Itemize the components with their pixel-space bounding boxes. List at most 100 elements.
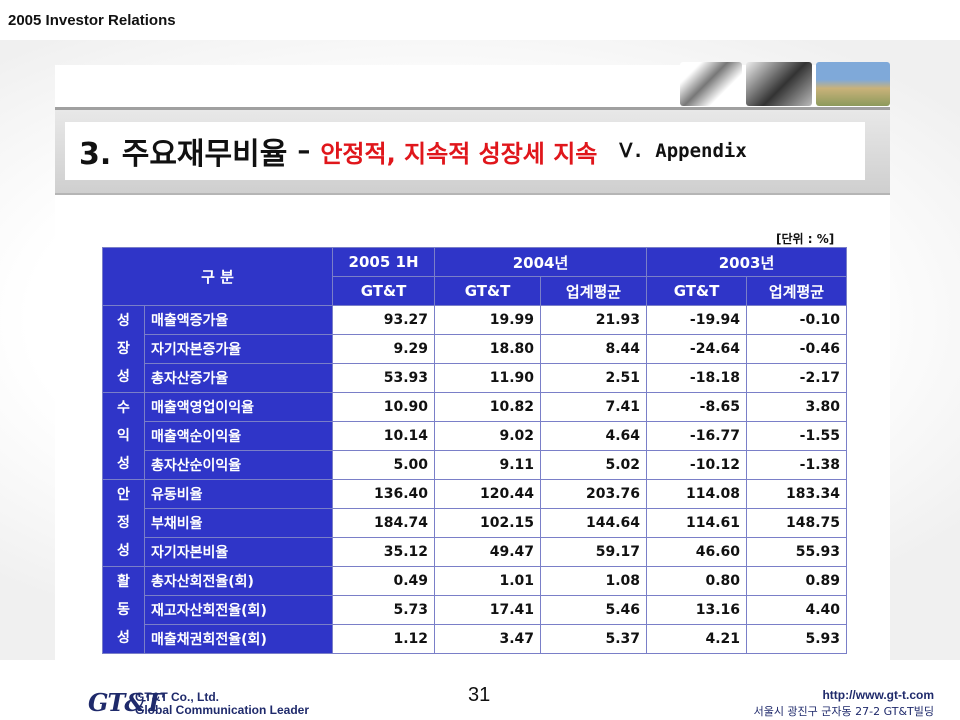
value-cell: 9.02 [434,421,542,451]
value-cell: -8.65 [646,392,748,422]
table-row: 총자산증가율 53.93 11.90 2.51 -18.18 -2.17 [103,363,848,393]
value-cell: 21.93 [540,305,648,335]
value-cell: 10.90 [332,392,436,422]
title-dash: – [297,136,311,166]
value-cell: 4.64 [540,421,648,451]
value-cell: -0.10 [746,305,848,335]
value-cell: 183.34 [746,479,848,509]
company-logo: GT&T [88,688,163,717]
value-cell: 102.15 [434,508,542,538]
company-name: GT&T Co., Ltd. [135,690,219,704]
row-label: 자기자본증가율 [143,334,334,364]
value-cell: 55.93 [746,537,848,567]
value-cell: 5.73 [332,595,436,625]
value-cell: 1.08 [540,566,648,596]
value-cell: 4.21 [646,624,748,654]
value-cell: 49.47 [434,537,542,567]
value-cell: 5.37 [540,624,648,654]
value-cell: 35.12 [332,537,436,567]
value-cell: 5.00 [332,450,436,480]
value-cell: -10.12 [646,450,748,480]
table-row: 자기자본증가율 9.29 18.80 8.44 -24.64 -0.46 [103,334,848,364]
value-cell: 114.08 [646,479,748,509]
category-cell: 활 동 성 [102,566,145,654]
value-cell: 59.17 [540,537,648,567]
value-cell: 0.80 [646,566,748,596]
table-row: 자기자본비율 35.12 49.47 59.17 46.60 55.93 [103,537,848,567]
company-address: 서울시 광진구 군자동 27-2 GT&T빌딩 [753,705,934,718]
row-label: 매출액영업이익율 [143,392,334,422]
value-cell: 184.74 [332,508,436,538]
value-cell: 203.76 [540,479,648,509]
value-cell: 46.60 [646,537,748,567]
value-cell: 13.16 [646,595,748,625]
satellite-photo [680,62,742,106]
value-cell: 1.12 [332,624,436,654]
row-label: 재고자산회전율(회) [143,595,334,625]
category-cell: 성 장 성 [102,305,145,393]
value-cell: 19.99 [434,305,542,335]
website-link[interactable]: http://www.gt-t.com [822,688,934,702]
page-title: 3. 주요재무비율 [79,137,288,172]
row-label: 총자산순이익율 [143,450,334,480]
value-cell: -24.64 [646,334,748,364]
phone-photo [746,62,812,106]
table-row: 안 정 성 유동비율 136.40 120.44 203.76 114.08 183.34 [102,479,848,567]
value-cell: -2.17 [746,363,848,393]
category-cell: 수 익 성 [102,392,145,480]
value-cell: 93.27 [332,305,436,335]
value-cell: 9.29 [332,334,436,364]
value-cell: 0.49 [332,566,436,596]
header-subcol: GT&T [646,276,748,306]
table-row: 성 장 성 매출액증가율 93.27 19.99 21.93 -19.94 -0.10 [102,305,848,393]
row-label: 부채비율 [143,508,334,538]
value-cell: -16.77 [646,421,748,451]
page-subtitle: 안정적, 지속적 성장세 지속 [320,139,598,168]
category-cell: 안 정 성 [102,479,145,567]
value-cell: 4.40 [746,595,848,625]
table-header-row: 구 분 2005 1H 2004년 2003년 [101,247,848,306]
header-subcol: GT&T [332,276,436,306]
value-cell: 17.41 [434,595,542,625]
value-cell: -18.18 [646,363,748,393]
value-cell: 9.11 [434,450,542,480]
table-row: 부채비율 184.74 102.15 144.64 114.61 148.75 [103,508,848,538]
value-cell: 0.89 [746,566,848,596]
row-label: 총자산증가율 [143,363,334,393]
title-panel: 3. 주요재무비율 – 안정적, 지속적 성장세 지속 Ⅴ. Appendix [65,122,865,180]
row-label: 총자산회전율(회) [143,566,334,596]
row-label: 매출채권회전율(회) [143,624,334,654]
value-cell: 18.80 [434,334,542,364]
row-label: 유동비율 [143,479,334,509]
value-cell: -0.46 [746,334,848,364]
header-photos [680,62,890,106]
financial-ratio-table: 구 분 2005 1H 2004년 2003년 GT&T GT&T 업계평균 G… [101,247,848,654]
value-cell: 7.41 [540,392,648,422]
header-period: 2003년 [646,247,848,277]
header-subcol: 업계평균 [540,276,648,306]
value-cell: 10.14 [332,421,436,451]
title-bar: 3. 주요재무비율 – 안정적, 지속적 성장세 지속 Ⅴ. Appendix [55,107,890,195]
value-cell: 144.64 [540,508,648,538]
value-cell: -19.94 [646,305,748,335]
table-row: 활 동 성 총자산회전율(회) 0.49 1.01 1.08 0.80 0.89 [102,566,848,654]
table-subheader-row: GT&T GT&T 업계평균 GT&T 업계평균 [103,276,848,306]
value-cell: 5.93 [746,624,848,654]
landscape-photo [816,62,890,106]
row-label: 매출액증가율 [143,305,334,335]
table-row: 총자산순이익율 5.00 9.11 5.02 -10.12 -1.38 [103,450,848,480]
header-subcol: 업계평균 [746,276,848,306]
value-cell: -1.55 [746,421,848,451]
value-cell: 1.01 [434,566,542,596]
value-cell: 3.47 [434,624,542,654]
header-period: 2004년 [434,247,648,277]
value-cell: 2.51 [540,363,648,393]
company-slogan: Global Communication Leader [135,703,310,717]
value-cell: 10.82 [434,392,542,422]
table-row: 재고자산회전율(회) 5.73 17.41 5.46 13.16 4.40 [103,595,848,625]
value-cell: 120.44 [434,479,542,509]
header-division: 구 분 [101,247,334,306]
value-cell: 8.44 [540,334,648,364]
value-cell: 148.75 [746,508,848,538]
table-row: 수 익 성 매출액영업이익율 10.90 10.82 7.41 -8.65 3.80 [102,392,848,480]
